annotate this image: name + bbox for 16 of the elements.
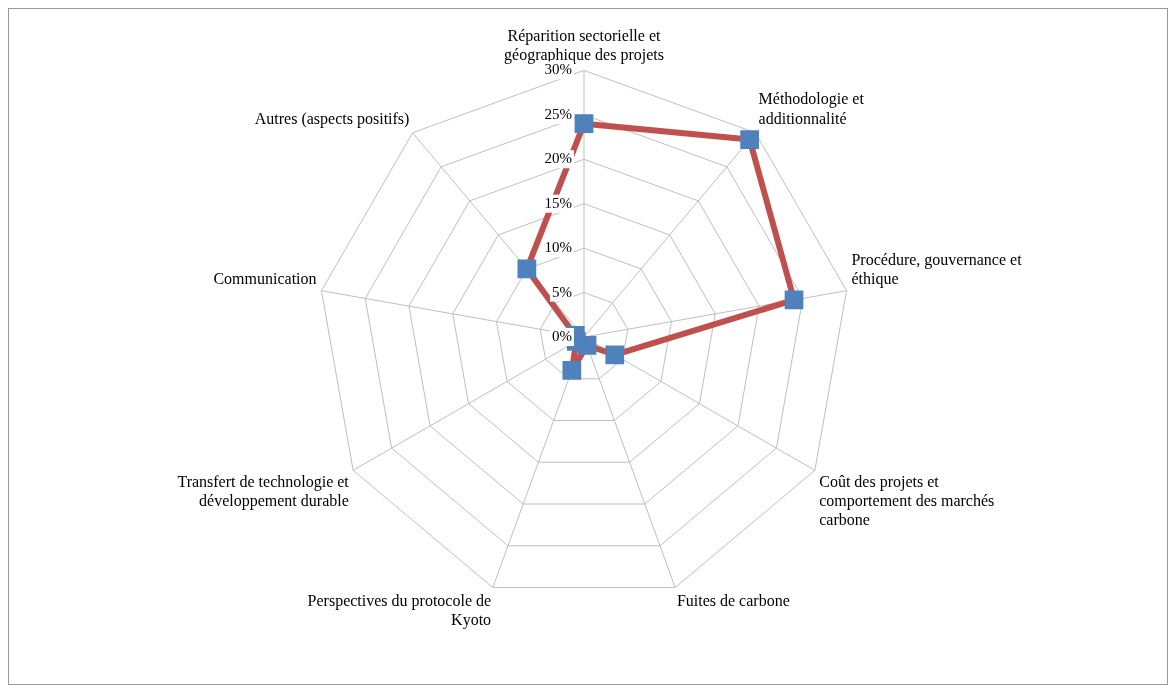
- y-tick-label: 25%: [544, 105, 572, 122]
- y-tick-label: 10%: [544, 239, 572, 256]
- spoke-label: Méthodologie et additionnalité: [758, 90, 865, 127]
- y-tick-label: 0%: [552, 327, 572, 344]
- spoke-label: Procédure, gouvernance et éthique: [851, 251, 1023, 289]
- spoke-label: Perspectives du protocole de Kyoto: [307, 592, 492, 630]
- spoke-label: Réparition sectorielle et géographique des projets: [504, 26, 664, 64]
- spoke-label: Fuites de carbone: [676, 592, 790, 610]
- y-tick-label: 20%: [544, 150, 572, 167]
- y-tick-label: 30%: [544, 61, 572, 78]
- y-tick-label: 5%: [552, 283, 572, 300]
- spoke-label: Communication: [213, 270, 317, 288]
- y-tick-label: 15%: [544, 194, 572, 211]
- spoke-label: Autres (aspects positifs): [254, 109, 410, 128]
- spoke-label: Coût des projets et comportement des marchés carbone: [819, 472, 995, 528]
- spoke-label: Transfert de technologie et développement durable: [177, 472, 350, 510]
